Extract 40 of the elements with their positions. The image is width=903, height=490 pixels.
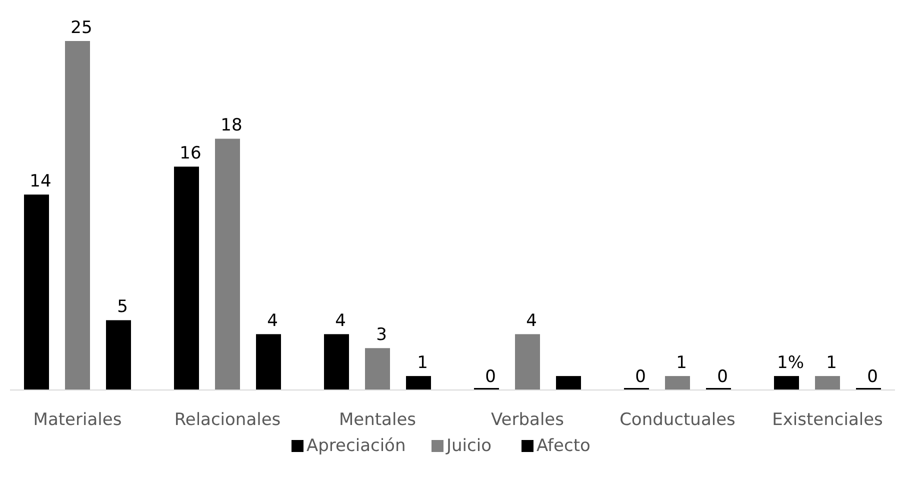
data-label: 4 bbox=[526, 311, 537, 332]
x-tick-label: Conductuales bbox=[620, 410, 736, 430]
data-label: 14 bbox=[30, 172, 52, 192]
data-label: 1% bbox=[777, 353, 804, 374]
bar bbox=[665, 376, 690, 390]
data-label: 25 bbox=[70, 18, 92, 38]
bar bbox=[65, 41, 90, 390]
bar bbox=[24, 194, 49, 390]
bar bbox=[774, 376, 799, 390]
data-label: 1 bbox=[826, 353, 837, 374]
bar bbox=[815, 376, 840, 390]
data-label: 1 bbox=[676, 353, 687, 374]
bar bbox=[106, 320, 131, 390]
legend-label: Afecto bbox=[536, 436, 590, 456]
x-tick-label: Verbales bbox=[490, 410, 564, 430]
data-label: 16 bbox=[180, 144, 202, 164]
x-tick-label: Existenciales bbox=[772, 410, 884, 430]
bar bbox=[515, 334, 540, 390]
bar bbox=[174, 166, 199, 390]
data-label: 1 bbox=[417, 353, 428, 374]
x-tick-label: Relacionales bbox=[174, 410, 281, 430]
bar bbox=[365, 348, 390, 390]
legend-label: Apreciación bbox=[306, 436, 406, 456]
data-label: 3 bbox=[376, 325, 387, 346]
bar bbox=[324, 334, 349, 390]
bar bbox=[215, 138, 240, 390]
x-tick-label: Materiales bbox=[33, 410, 122, 430]
data-label: 0 bbox=[717, 367, 728, 387]
bar bbox=[256, 334, 281, 390]
legend-label: Juicio bbox=[446, 436, 492, 456]
x-tick-label: Mentales bbox=[338, 410, 416, 430]
data-label: 0 bbox=[867, 367, 878, 387]
data-label: 0 bbox=[635, 367, 646, 387]
data-label: 4 bbox=[335, 311, 346, 332]
bar bbox=[406, 376, 431, 390]
data-label: 0 bbox=[485, 367, 496, 387]
data-label: 5 bbox=[117, 297, 128, 318]
bar bbox=[556, 376, 581, 390]
data-label: 4 bbox=[267, 311, 278, 332]
data-label: 18 bbox=[220, 116, 242, 136]
